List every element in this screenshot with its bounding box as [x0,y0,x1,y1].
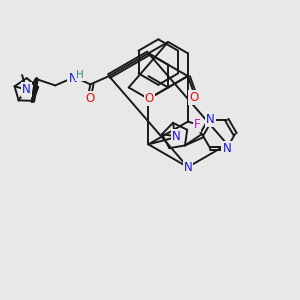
Text: N: N [206,113,214,126]
Text: F: F [194,118,200,131]
Text: N: N [22,83,31,96]
Text: N: N [68,72,77,85]
Text: O: O [189,91,199,104]
Text: O: O [145,92,154,105]
Text: O: O [86,92,95,105]
Text: N: N [184,160,192,174]
Text: N: N [172,130,181,142]
Text: H: H [76,70,84,80]
Text: N: N [222,142,231,155]
